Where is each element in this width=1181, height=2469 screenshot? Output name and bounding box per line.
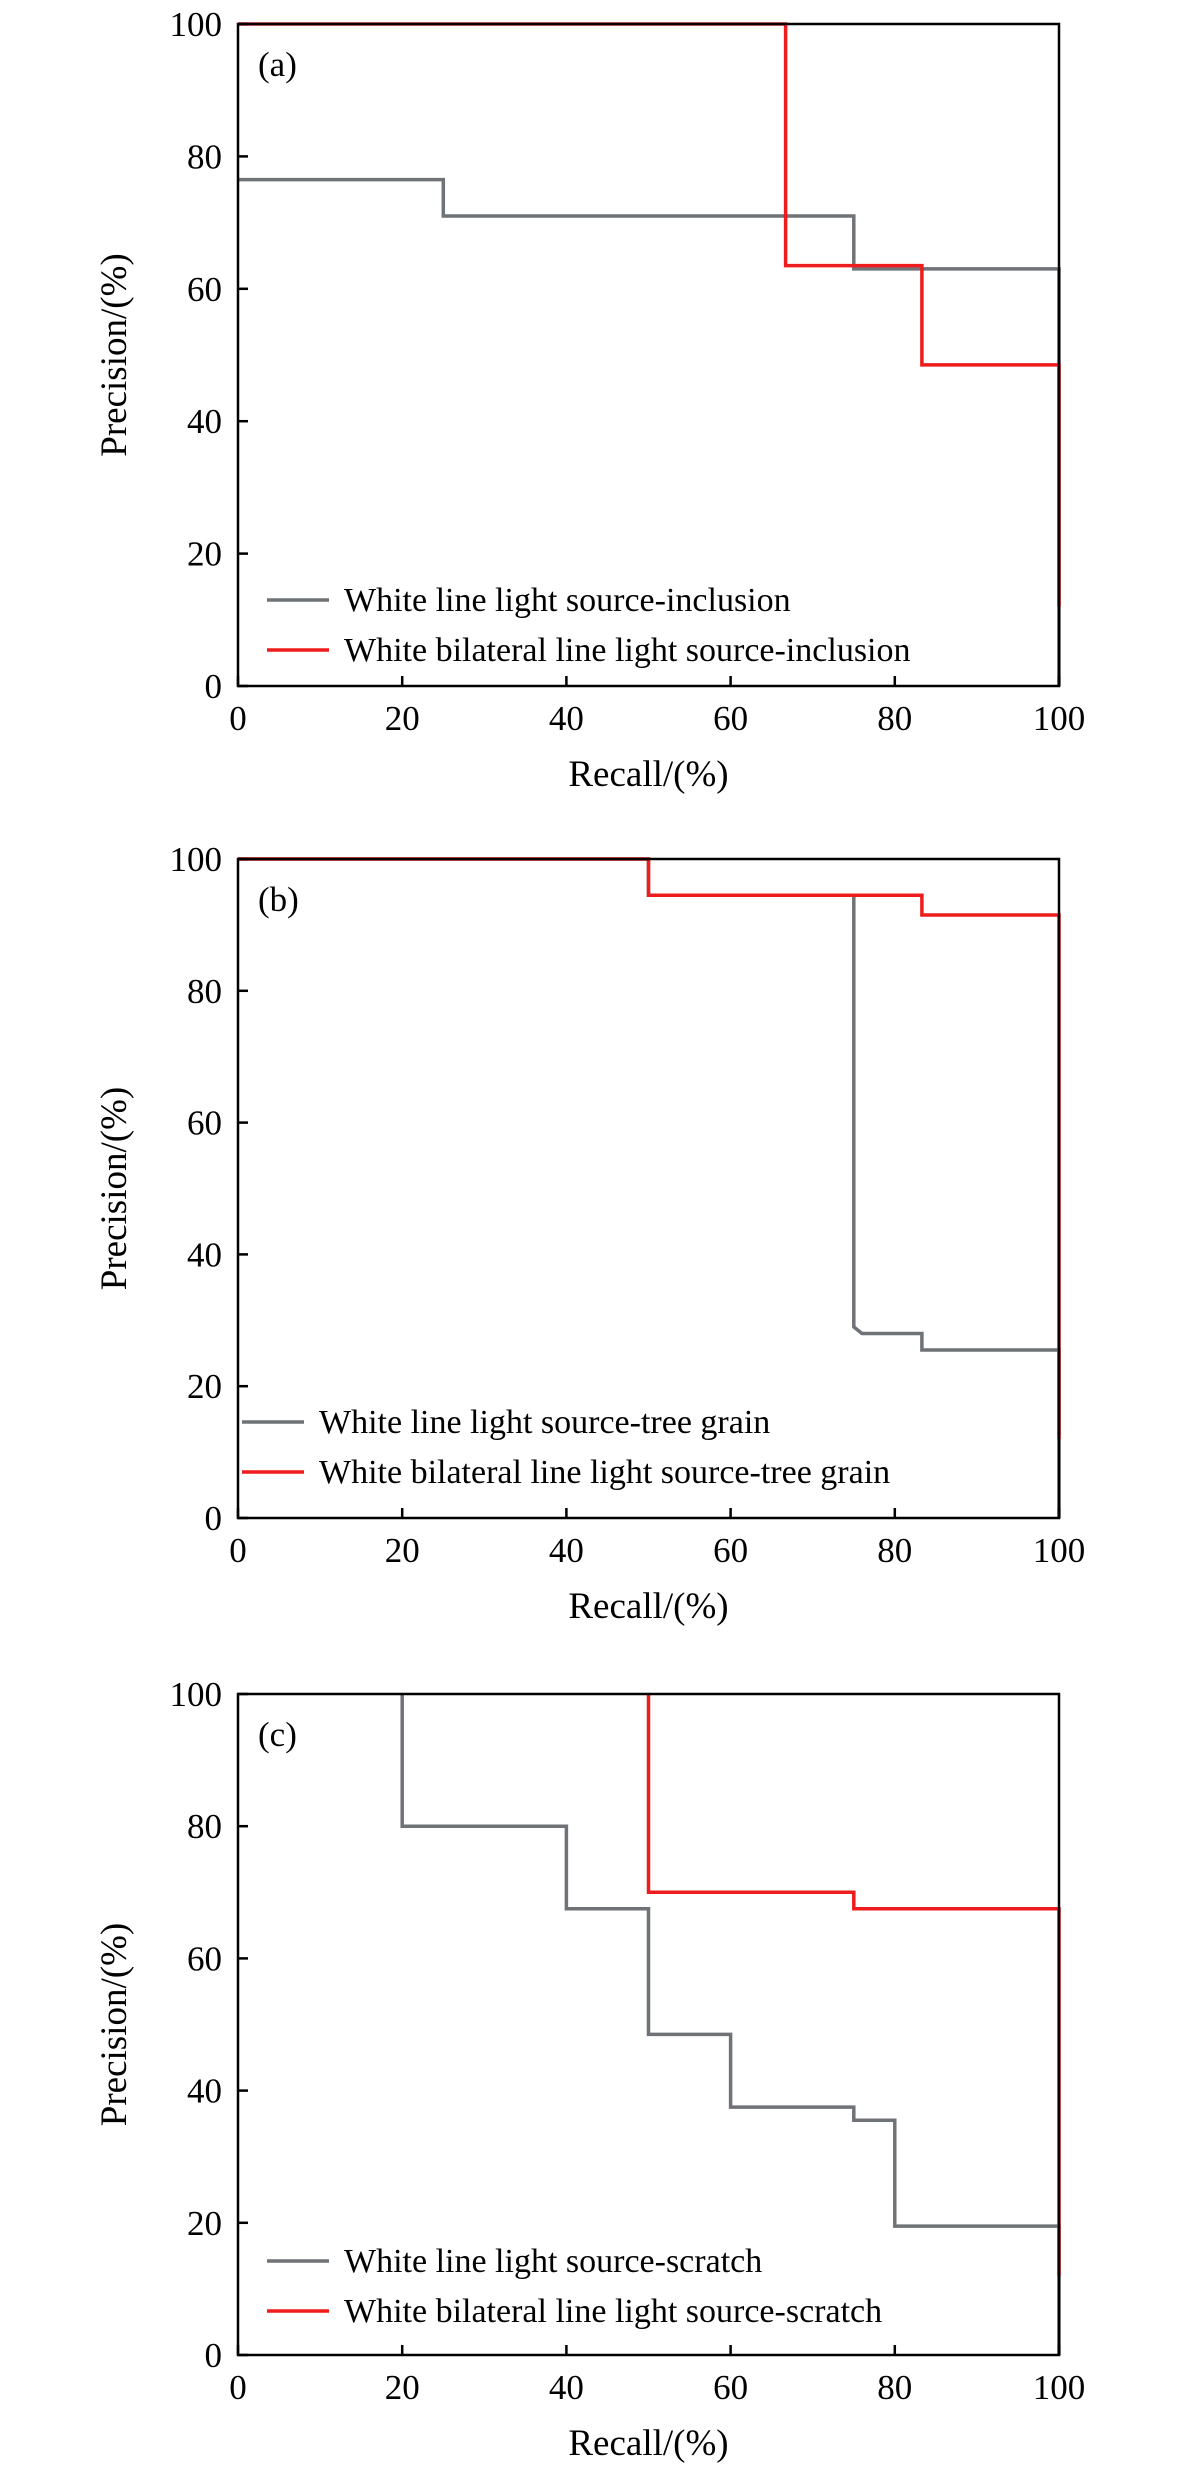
plot-frame [236,22,1061,688]
legend: White line light source-inclusion White b… [267,582,911,669]
y-tick-label: 60 [187,1939,222,1978]
x-axis-label: Recall/(%) [568,1586,728,1627]
chart-panel-c: 0 20 40 60 80 100 0 20 40 60 80 100 Recall/(%) Precis… [94,1675,1085,2464]
y-tick-label: 60 [187,1104,222,1143]
y-axis-label: Precision/(%) [94,1087,135,1290]
legend-label: White line light source-scratch [344,2243,762,2280]
plot-frame [236,857,1061,1520]
panel-label: (c) [258,1715,297,1754]
legend: White line light source-scratch White bil… [267,2243,882,2330]
y-tick-label: 80 [187,137,222,176]
panel-label: (b) [258,880,299,919]
y-tick-label: 0 [205,2336,223,2375]
legend-label: White line light source-tree grain [319,1404,770,1441]
y-tick-label: 40 [187,402,222,441]
chart-panel-b: 0 20 40 60 80 100 0 20 40 60 80 100 Recall/(%) Precis… [94,840,1085,1627]
legend-label: White bilateral line light source-inclus… [344,632,911,669]
x-tick-label: 20 [385,2368,420,2407]
y-tick-label: 40 [187,1235,222,1274]
x-tick-label: 0 [229,1531,247,1570]
legend-label: White line light source-inclusion [344,582,791,619]
x-tick-label: 40 [549,1531,584,1570]
plot-frame [236,1692,1061,2357]
series-line-white-bilateral-line-light-source-tree-grain [238,857,1061,1439]
y-tick-label: 0 [205,667,223,706]
x-tick-label: 80 [877,1531,912,1570]
legend-label: White bilateral line light source-scratc… [344,2293,882,2330]
panel-label: (a) [258,45,297,84]
x-tick-label: 60 [713,699,748,738]
series-line-white-bilateral-line-light-source-scratch [646,1694,1061,2276]
x-tick-label: 100 [1033,2368,1086,2407]
y-tick-label: 20 [187,535,222,574]
x-tick-label: 40 [549,2368,584,2407]
x-tick-label: 20 [385,1531,420,1570]
chart-panel-a: 0 20 40 60 80 100 0 20 40 60 80 100 Recall/(%) Precis… [94,5,1085,795]
x-tick-label: 0 [229,699,247,738]
y-tick-label: 100 [170,1675,223,1714]
series-line-white-bilateral-line-light-source-inclusion [238,22,1061,607]
y-axis-label: Precision/(%) [94,1923,135,2126]
y-tick-label: 100 [170,840,223,879]
y-tick-label: 20 [187,1367,222,1406]
x-tick-label: 80 [877,2368,912,2407]
y-tick-label: 20 [187,2204,222,2243]
y-tick-label: 0 [205,1499,223,1538]
y-tick-label: 40 [187,2072,222,2111]
legend-label: White bilateral line light source-tree g… [319,1454,890,1491]
x-tick-label: 60 [713,1531,748,1570]
legend: White line light source-tree grain White … [242,1404,890,1491]
x-tick-label: 20 [385,699,420,738]
y-tick-label: 80 [187,972,222,1011]
x-tick-label: 100 [1033,699,1086,738]
x-axis-label: Recall/(%) [568,2423,728,2464]
x-tick-label: 60 [713,2368,748,2407]
x-axis-label: Recall/(%) [568,754,728,795]
y-tick-label: 60 [187,270,222,309]
y-axis-label: Precision/(%) [94,253,135,456]
series-line-white-line-light-source-scratch [400,1694,1061,2355]
y-tick-label: 100 [170,5,223,44]
x-tick-label: 40 [549,699,584,738]
x-tick-label: 80 [877,699,912,738]
x-tick-label: 0 [229,2368,247,2407]
y-tick-label: 80 [187,1807,222,1846]
x-tick-label: 100 [1033,1531,1086,1570]
